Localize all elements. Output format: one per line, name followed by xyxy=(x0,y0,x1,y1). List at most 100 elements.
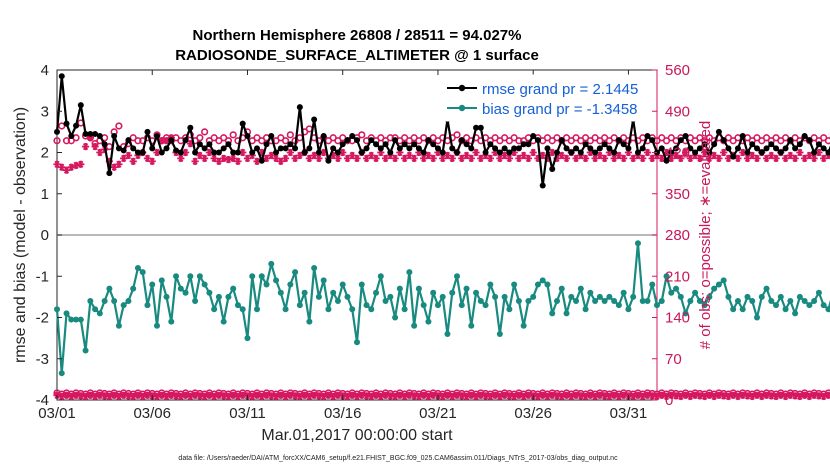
bias-point xyxy=(177,285,184,292)
rmse-point xyxy=(68,133,75,139)
bias-point xyxy=(730,306,737,313)
rmse-point xyxy=(596,145,603,152)
rmse-point xyxy=(320,133,327,139)
bias-point xyxy=(720,277,727,284)
obs_bottom_evaluated-marker xyxy=(815,392,823,400)
bias-point xyxy=(120,302,127,309)
bias-point xyxy=(387,293,394,300)
bias-point xyxy=(54,306,60,313)
obs_bottom_evaluated-marker xyxy=(596,391,604,399)
bias-point xyxy=(139,269,146,276)
y-tick-label: 1 xyxy=(41,186,49,203)
rmse-point xyxy=(606,145,613,152)
rmse-point xyxy=(54,128,60,135)
rmse-point xyxy=(96,133,103,139)
rmse-point xyxy=(354,137,360,144)
obs_bottom_evaluated-marker xyxy=(758,392,766,401)
rmse-point xyxy=(744,149,751,156)
bias-point xyxy=(749,298,756,304)
bias-point xyxy=(406,269,413,276)
obs_bottom_evaluated-marker xyxy=(239,391,247,399)
rmse-point xyxy=(525,141,532,148)
obs_evaluated-marker xyxy=(486,154,494,162)
rmse-point xyxy=(439,149,446,156)
rmse-point xyxy=(482,149,489,156)
obs_bottom_evaluated-marker xyxy=(381,391,390,399)
y-right-tick-label: 0 xyxy=(665,392,673,409)
bias-point xyxy=(539,277,546,284)
bias-point xyxy=(558,285,565,292)
rmse-point xyxy=(458,137,465,144)
obs_bottom_evaluated-marker xyxy=(210,392,218,401)
rmse-point xyxy=(230,149,237,156)
rmse-point xyxy=(506,149,513,156)
rmse-point xyxy=(715,128,722,135)
obs_possible-marker xyxy=(453,131,461,139)
obs_evaluated-marker xyxy=(177,154,185,162)
obs_bottom_evaluated-marker xyxy=(467,391,475,399)
rmse-point xyxy=(620,141,627,148)
rmse-point xyxy=(239,120,246,127)
rmse-point xyxy=(615,137,622,144)
rmse-point xyxy=(473,124,480,131)
bias-point xyxy=(677,293,684,300)
obs_possible-marker xyxy=(386,134,394,142)
rmse-point xyxy=(120,147,127,154)
bias-point xyxy=(687,298,694,304)
obs_possible-marker xyxy=(515,137,523,145)
rmse-point xyxy=(301,149,308,156)
obs_evaluated-marker xyxy=(448,154,456,162)
obs_bottom_evaluated-marker xyxy=(291,392,299,400)
bias-point xyxy=(549,310,556,317)
x-tick-label: 03/26 xyxy=(514,405,552,422)
obs_evaluated-marker xyxy=(696,154,704,162)
rmse-point xyxy=(220,145,227,152)
obs_evaluated-marker xyxy=(124,151,133,160)
obs_possible-marker xyxy=(358,131,366,139)
bias-point xyxy=(444,331,451,337)
rmse-point xyxy=(582,141,589,148)
bias-point xyxy=(58,370,65,377)
rmse-point xyxy=(58,73,65,80)
bias-point xyxy=(425,318,432,325)
obs_bottom_evaluated-marker xyxy=(562,391,571,399)
obs_bottom_evaluated-marker xyxy=(477,391,485,399)
bias-point xyxy=(215,293,222,300)
rmse-point xyxy=(87,130,94,137)
rmse-point xyxy=(187,124,194,131)
rmse-point xyxy=(501,145,508,152)
x-tick-label: 03/21 xyxy=(419,405,457,422)
bias-point xyxy=(263,281,270,288)
obs_evaluated-marker xyxy=(243,154,252,162)
rmse-point xyxy=(344,137,351,144)
bias-point xyxy=(649,281,656,288)
rmse-point xyxy=(254,145,260,152)
obs_possible-marker xyxy=(58,122,66,130)
bias-point xyxy=(334,298,341,304)
obs_evaluated-marker xyxy=(472,148,480,157)
bias-point xyxy=(239,306,246,313)
bias-point xyxy=(658,298,665,304)
bias-point xyxy=(373,289,380,296)
obs_bottom_evaluated-marker xyxy=(481,392,490,400)
bias-point xyxy=(192,298,199,304)
bias-point xyxy=(225,293,232,300)
rmse-point xyxy=(682,133,689,139)
y-tick-label: -4 xyxy=(36,392,49,409)
rmse-point xyxy=(763,145,770,152)
obs_evaluated-marker xyxy=(429,154,437,162)
y-tick-label: 3 xyxy=(41,103,49,120)
obs_evaluated-marker xyxy=(277,157,285,165)
rmse-point xyxy=(349,133,356,139)
rmse-point xyxy=(306,145,313,152)
obs_possible-marker xyxy=(115,122,123,130)
rmse-point xyxy=(368,137,375,144)
obs_bottom_evaluated-marker xyxy=(58,392,66,401)
y-tick-label: -3 xyxy=(36,351,49,368)
bias-point xyxy=(568,293,575,300)
rmse-point xyxy=(334,149,341,156)
rmse-point xyxy=(430,141,437,148)
obs_evaluated-marker xyxy=(286,148,294,157)
bias-point xyxy=(301,289,308,296)
rmse-point xyxy=(549,166,556,172)
